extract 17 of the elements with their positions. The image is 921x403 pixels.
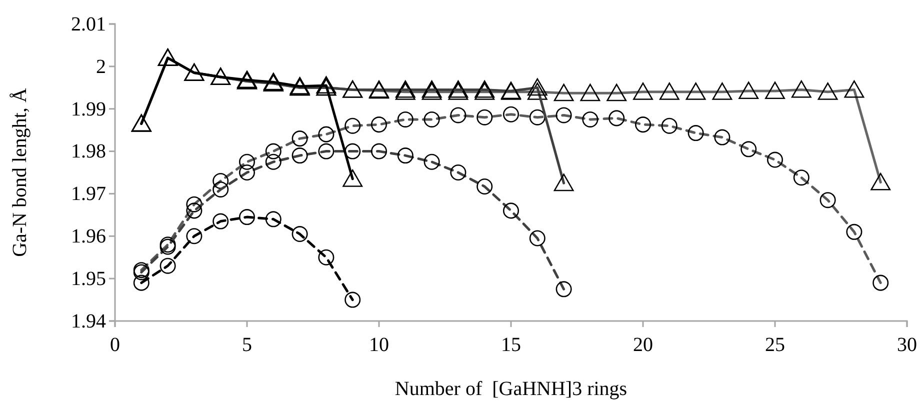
y-tick-label: 1.94 <box>71 310 106 332</box>
x-tick-label: 5 <box>242 334 252 356</box>
y-tick-label: 2.01 <box>71 13 106 36</box>
x-tick-label: 10 <box>369 334 389 356</box>
y-tick-label: 1.99 <box>71 98 106 120</box>
x-tick-label: 20 <box>633 334 653 356</box>
x-axis-title: Number of [GaHNH]3 rings <box>394 378 628 400</box>
y-tick-label: 1.96 <box>71 226 106 248</box>
y-axis-title: Ga-N bond lenght, Å <box>9 88 31 257</box>
x-tick-label: 30 <box>897 334 917 356</box>
y-tick-label: 1.97 <box>71 183 106 206</box>
y-tick-label: 2 <box>96 56 106 78</box>
y-tick-label: 1.98 <box>71 140 106 163</box>
y-tick-label: 1.95 <box>71 268 106 290</box>
x-tick-label: 0 <box>110 334 120 356</box>
x-tick-label: 25 <box>765 334 785 356</box>
x-tick-label: 15 <box>501 334 521 356</box>
